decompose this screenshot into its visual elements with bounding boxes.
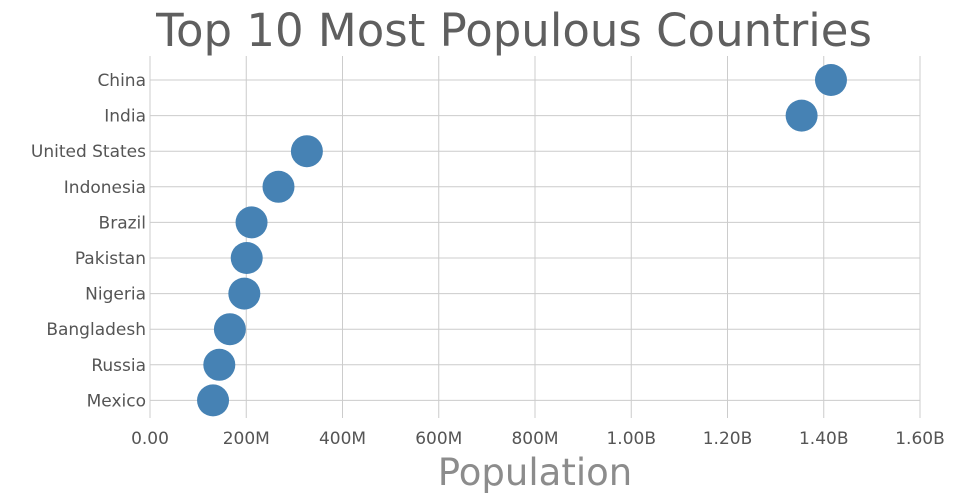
grid — [149, 56, 921, 418]
x-tick-label: 1.00B — [606, 429, 656, 449]
x-tick-label: 1.20B — [703, 429, 753, 449]
data-point — [197, 384, 230, 417]
data-point — [262, 170, 295, 203]
category-label: Nigeria — [85, 285, 146, 305]
x-tick-label: 1.60B — [895, 429, 945, 449]
category-label: Brazil — [99, 213, 146, 233]
x-tick-label: 200M — [223, 429, 270, 449]
x-axis-label: Population — [438, 451, 632, 494]
data-point — [785, 99, 818, 132]
data-point — [230, 242, 263, 274]
category-labels: China India United States Indonesia Brazil Pa… — [31, 71, 146, 411]
x-tick-label: 1.40B — [799, 429, 849, 449]
category-label: China — [97, 71, 146, 91]
category-label: Bangladesh — [46, 320, 146, 340]
category-label: India — [104, 107, 146, 127]
data-point — [213, 313, 246, 346]
data-point — [228, 277, 261, 310]
chart-title: Top 10 Most Populous Countries — [155, 4, 872, 57]
category-label: Russia — [91, 356, 146, 376]
data-point — [290, 135, 323, 168]
x-tick-label: 0.00 — [131, 429, 169, 449]
data-point — [203, 348, 236, 381]
data-point — [235, 206, 268, 239]
x-tick-label: 600M — [415, 429, 462, 449]
category-label: United States — [31, 142, 146, 162]
data-points — [197, 64, 847, 417]
data-point — [814, 64, 847, 96]
x-axis-ticks: 0.00 200M 400M 600M 800M 1.00B 1.20B 1.40B 1.60B — [131, 429, 945, 449]
x-tick-label: 400M — [319, 429, 366, 449]
category-label: Pakistan — [75, 249, 146, 269]
x-tick-label: 800M — [511, 429, 558, 449]
category-label: Indonesia — [64, 178, 146, 198]
category-label: Mexico — [87, 391, 146, 411]
